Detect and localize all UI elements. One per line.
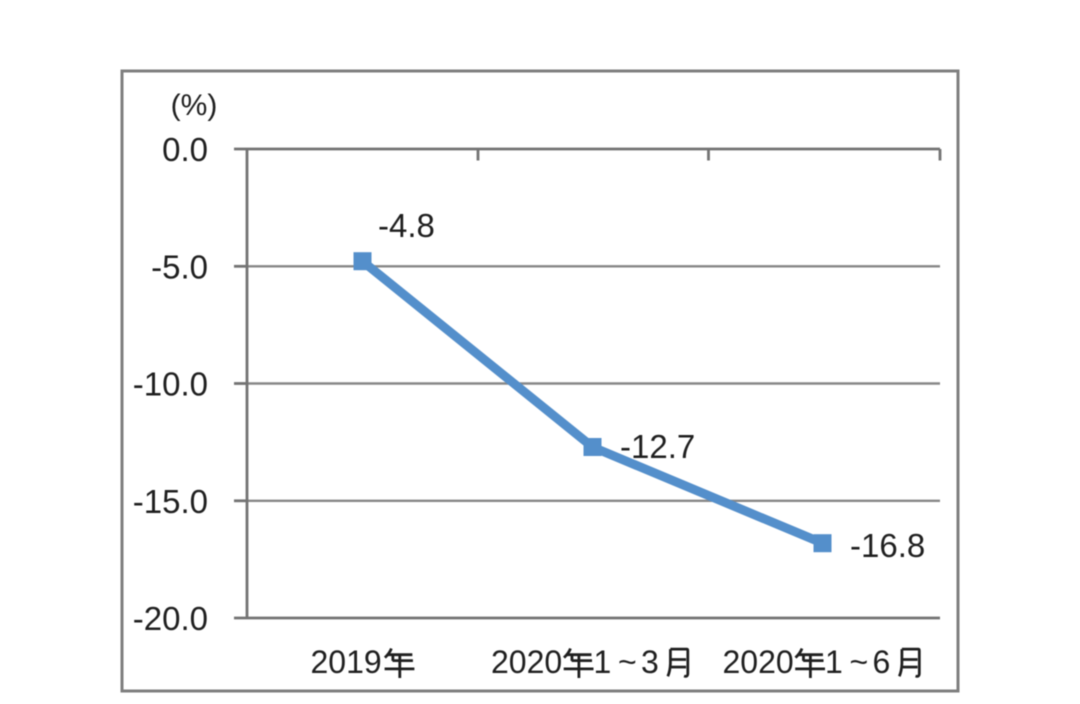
svg-text:0.0: 0.0 (162, 131, 208, 168)
svg-text:-10.0: -10.0 (133, 366, 208, 403)
svg-text:2020: 2020 (723, 644, 794, 680)
svg-text:2019: 2019 (311, 644, 382, 680)
svg-text:(%): (%) (171, 89, 218, 122)
svg-text:~: ~ (850, 644, 869, 680)
svg-text:6: 6 (873, 644, 891, 680)
svg-text:-4.8: -4.8 (378, 207, 435, 244)
svg-text:1: 1 (825, 644, 843, 680)
svg-text:3: 3 (641, 644, 659, 680)
svg-text:-12.7: -12.7 (620, 428, 695, 465)
svg-text:2020: 2020 (491, 644, 562, 680)
svg-text:-20.0: -20.0 (133, 600, 208, 637)
svg-text:1: 1 (594, 644, 612, 680)
svg-text:~: ~ (618, 644, 637, 680)
svg-text:-15.0: -15.0 (133, 483, 208, 520)
svg-text:-16.8: -16.8 (850, 527, 925, 564)
svg-text:-5.0: -5.0 (151, 248, 208, 285)
